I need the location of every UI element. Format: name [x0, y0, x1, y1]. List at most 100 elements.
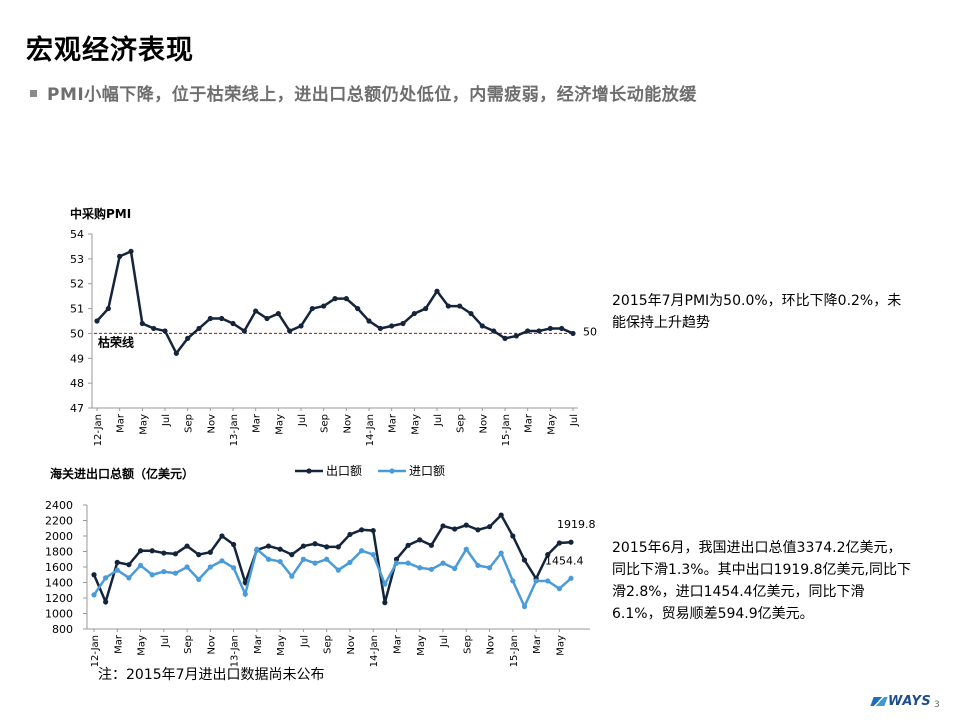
pmi-x-tick-label: May [274, 414, 285, 435]
trade-export-point [347, 531, 353, 538]
pmi-threshold-label: 枯荣线 [98, 334, 134, 349]
trade-x-tick-label: 14-Jan [369, 635, 380, 667]
trade-export-point [452, 526, 458, 532]
legend-export-label: 出口额 [326, 464, 362, 478]
trade-export-point [91, 572, 97, 578]
pmi-x-tick-label: Jul [569, 414, 580, 427]
trade-y-tick-label: 1400 [45, 577, 73, 590]
pmi-x-tick-label: 13-Jan [229, 414, 240, 446]
trade-export-point [382, 600, 388, 606]
pmi-series-line [96, 249, 574, 356]
pmi-y-tick-label: 47 [70, 402, 84, 415]
trade-export-point [300, 543, 307, 549]
trade-x-tick-label: Sep [183, 635, 194, 654]
pmi-data-point [332, 296, 338, 302]
trade-import-point [103, 575, 109, 581]
pmi-data-point [468, 310, 474, 317]
trade-export-point [161, 550, 167, 556]
pmi-y-tick-label: 48 [70, 377, 84, 390]
pmi-data-point [559, 325, 565, 332]
trade-export-point [510, 533, 516, 539]
trade-export-point [324, 544, 330, 550]
trade-import-point [521, 603, 528, 610]
pmi-data-point [309, 305, 315, 312]
trade-export-point [556, 540, 562, 546]
pmi-data-point [423, 305, 429, 312]
trade-import-point [440, 560, 446, 566]
trade-export-point [149, 548, 155, 554]
pmi-x-tick-label: Sep [456, 414, 467, 433]
trade-x-tick-label: Nov [206, 635, 217, 655]
trade-import-point [347, 559, 353, 565]
trade-export-point [440, 523, 446, 529]
pmi-x-tick-label: Sep [184, 414, 195, 433]
trade-import-point [556, 586, 562, 592]
trade-x-tick-label: 12-Jan [90, 635, 101, 667]
trade-import-point [510, 578, 516, 584]
pmi-note: 2015年7月PMI为50.0%，环比下降0.2%，未能保持上升趋势 [612, 293, 902, 331]
trade-import-point [545, 578, 551, 584]
pmi-data-point [151, 325, 157, 332]
trade-import-point [312, 560, 318, 566]
trade-import-point [463, 546, 469, 552]
trade-y-tick-label: 2200 [45, 515, 73, 528]
trade-y-tick-label: 1600 [45, 561, 73, 574]
trade-export-point [428, 542, 434, 548]
trade-import-point [335, 567, 341, 573]
trade-export-point [521, 557, 528, 563]
pmi-y-tick-label: 50 [70, 327, 84, 340]
trade-export-point [358, 527, 365, 533]
trade-export-point [475, 527, 481, 533]
trade-y-tick-label: 800 [52, 623, 73, 636]
trade-x-tick-label: Nov [346, 635, 357, 655]
pmi-x-tick-label: May [546, 414, 557, 435]
trade-export-point [114, 559, 120, 565]
trade-import-point [254, 546, 260, 552]
trade-export-point [370, 527, 376, 534]
trade-export-line [92, 513, 572, 606]
trade-y-tick-label: 2400 [45, 499, 73, 512]
pmi-y-tick-label: 52 [70, 278, 84, 291]
footnote: 注：2015年7月进出口数据尚未公布 [98, 667, 325, 683]
pmi-data-point [366, 318, 372, 324]
trade-y-tick-label: 1200 [45, 592, 73, 605]
pmi-data-point [105, 305, 111, 312]
trade-import-end-label: 1454.4 [545, 554, 584, 567]
legend-export-marker [306, 468, 312, 474]
trade-import-point [91, 592, 97, 598]
trade-import-point [277, 558, 283, 565]
pmi-x-tick-label: Nov [206, 414, 217, 434]
pmi-data-point [547, 325, 553, 332]
trade-export-point [126, 562, 132, 568]
pmi-data-point [219, 315, 225, 322]
trade-import-line [92, 546, 572, 610]
pmi-data-point [536, 328, 542, 334]
trade-import-point [405, 560, 411, 566]
pmi-chart-title: 中采购PMI [70, 206, 131, 221]
trade-x-tick-label: May [555, 635, 566, 656]
trade-import-point [126, 575, 132, 581]
trade-x-tick-label: Mar [253, 634, 264, 654]
pmi-data-point [502, 335, 508, 341]
trade-x-tick-label: Mar [532, 634, 543, 654]
pmi-data-point [139, 320, 145, 327]
pmi-data-point [275, 310, 281, 317]
trade-import-point [137, 562, 144, 569]
page-number: 3 [934, 700, 940, 710]
trade-x-tick-label: May [276, 635, 287, 656]
legend-import-label: 进口额 [409, 464, 445, 478]
pmi-data-point [128, 248, 134, 254]
trade-export-point [265, 543, 272, 549]
trade-import-point [358, 548, 365, 554]
slide-subtitle: PMI小幅下降，位于枯荣线上，进出口总额仍处低位，内需疲弱，经济增长动能放缓 [30, 80, 697, 105]
trade-x-tick-label: Mar [392, 634, 403, 654]
trade-x-tick-label: Sep [462, 635, 473, 654]
pmi-x-tick-label: Mar [116, 413, 127, 433]
trade-import-point [417, 565, 423, 571]
pmi-x-tick-label: Jul [297, 414, 308, 427]
trade-export-point [417, 537, 423, 543]
pmi-x-tick-label: 15-Jan [501, 414, 512, 446]
trade-note: 2015年6月，我国进出口总值3374.2亿美元，同比下滑1.3%。其中出口19… [612, 540, 912, 622]
trade-import-point [207, 564, 213, 570]
trade-import-point [486, 565, 493, 571]
